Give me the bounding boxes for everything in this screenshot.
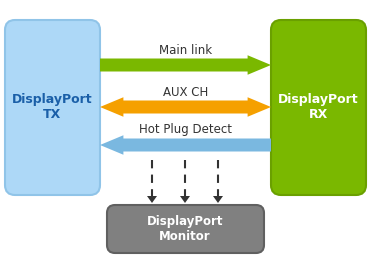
Polygon shape	[147, 196, 157, 203]
Text: AUX CH: AUX CH	[163, 85, 208, 98]
Polygon shape	[213, 196, 223, 203]
Text: Main link: Main link	[159, 44, 212, 56]
FancyBboxPatch shape	[5, 20, 100, 195]
Polygon shape	[180, 196, 190, 203]
Polygon shape	[100, 135, 271, 155]
FancyBboxPatch shape	[107, 205, 264, 253]
Text: DisplayPort
RX: DisplayPort RX	[278, 93, 358, 121]
Text: DisplayPort
Monitor: DisplayPort Monitor	[147, 215, 223, 243]
Polygon shape	[100, 55, 271, 75]
FancyBboxPatch shape	[271, 20, 366, 195]
Text: Hot Plug Detect: Hot Plug Detect	[139, 124, 232, 136]
Polygon shape	[100, 97, 271, 117]
Text: DisplayPort
TX: DisplayPort TX	[12, 93, 92, 121]
